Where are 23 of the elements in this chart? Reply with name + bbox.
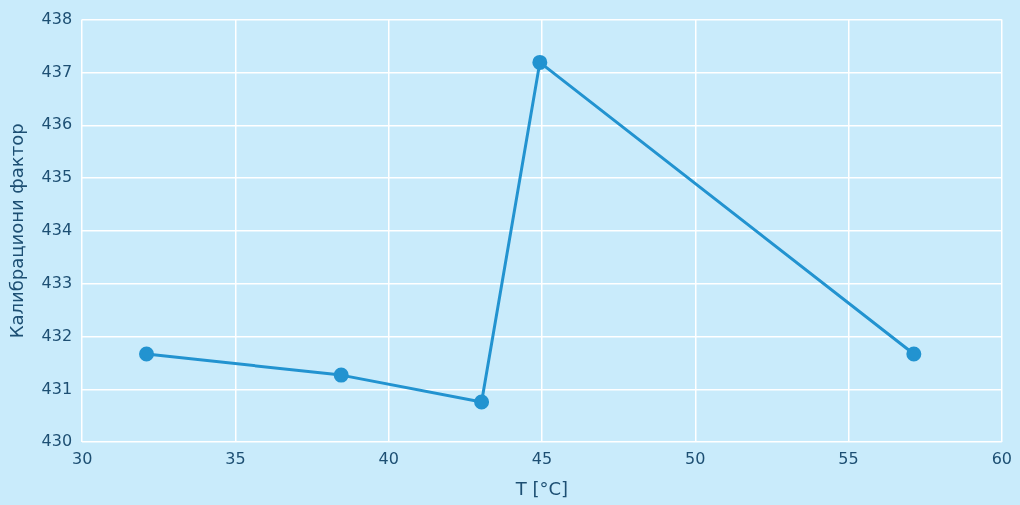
x-tick-label: 35	[225, 448, 246, 468]
point	[474, 394, 490, 410]
y-tick-label: 436	[41, 114, 73, 134]
x-axis-title: T [°C]	[514, 477, 569, 499]
point	[139, 346, 155, 362]
y-tick-label: 438	[41, 8, 73, 28]
y-tick-label: 437	[41, 61, 73, 81]
y-tick-label: 435	[41, 167, 73, 187]
x-tick-label: 55	[838, 448, 859, 468]
y-axis-title: Калибрациони фактор	[6, 123, 28, 339]
point	[906, 346, 922, 362]
x-tick-label: 30	[71, 448, 93, 468]
y-tick-label: 430	[41, 431, 73, 451]
y-tick-label: 431	[41, 378, 73, 398]
y-tick-label: 432	[41, 325, 73, 345]
point	[333, 367, 349, 383]
point	[532, 54, 548, 70]
y-tick-label: 434	[41, 220, 73, 240]
x-tick-label: 40	[378, 448, 399, 468]
x-tick-label: 50	[685, 448, 706, 468]
x-tick-label: 45	[531, 448, 553, 468]
y-tick-label: 433	[41, 272, 73, 292]
x-tick-label: 60	[991, 448, 1012, 468]
